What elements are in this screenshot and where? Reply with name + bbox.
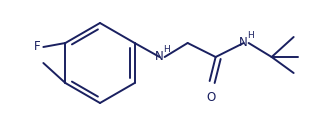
Text: F: F bbox=[34, 41, 40, 53]
Text: N: N bbox=[239, 37, 248, 50]
Text: O: O bbox=[206, 91, 215, 104]
Text: H: H bbox=[247, 32, 254, 41]
Text: N: N bbox=[155, 51, 164, 63]
Text: H: H bbox=[163, 46, 170, 55]
